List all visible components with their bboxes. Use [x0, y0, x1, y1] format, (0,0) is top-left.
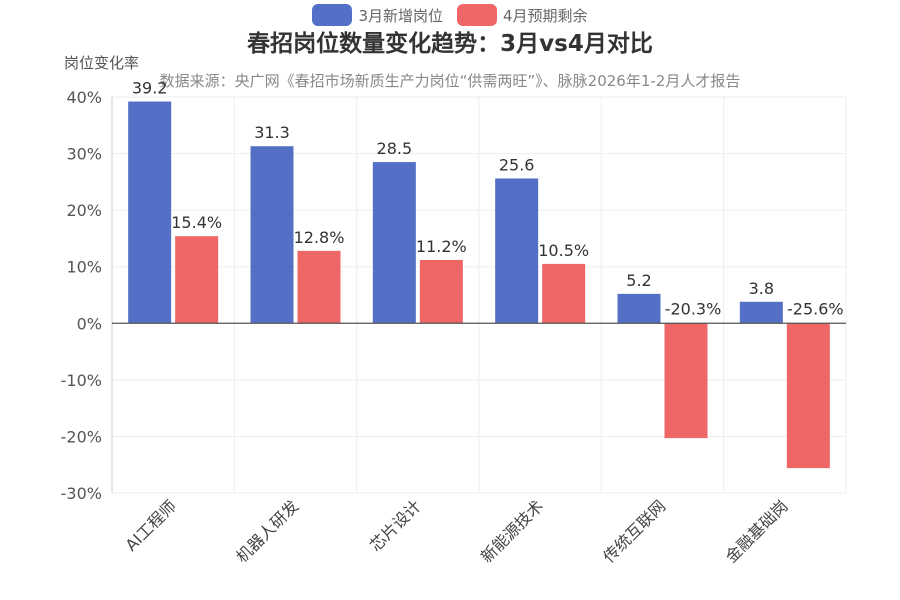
y-axis-label: 岗位变化率 [64, 54, 140, 72]
data-label: -20.3% [665, 299, 722, 318]
y-tick-label: 40% [66, 88, 102, 107]
chart-title: 春招岗位数量变化趋势：3月vs4月对比 [247, 31, 653, 57]
data-label: 3.8 [749, 279, 774, 298]
bar-march[interactable] [495, 178, 539, 324]
bar-march[interactable] [739, 301, 783, 324]
legend-label-march: 3月新增岗位 [358, 6, 443, 25]
y-tick-label: 30% [66, 145, 102, 164]
legend-item-march[interactable]: 3月新增岗位 [312, 4, 443, 26]
bar-april[interactable] [786, 323, 830, 469]
y-tick-label: -30% [61, 484, 102, 503]
x-tick-label: 传统互联网 [599, 496, 669, 566]
bar-march[interactable] [250, 146, 294, 324]
data-label: -25.6% [787, 299, 844, 318]
bar-april[interactable] [297, 250, 341, 324]
bar-april[interactable] [542, 263, 586, 324]
bar-april[interactable] [664, 323, 708, 439]
chart-legend: 3月新增岗位 4月预期剩余 [0, 4, 900, 26]
data-label: 31.3 [254, 123, 290, 142]
y-tick-label: -20% [61, 427, 102, 446]
x-tick-label: 芯片设计 [366, 496, 425, 555]
x-tick-label: 机器人研发 [232, 496, 302, 566]
legend-swatch-april [457, 4, 497, 26]
data-label: 25.6 [499, 155, 535, 174]
data-label: 10.5% [538, 241, 589, 260]
data-label: 12.8% [294, 228, 345, 247]
data-label: 28.5 [377, 139, 413, 158]
y-tick-label: 10% [66, 258, 102, 277]
bar-march[interactable] [617, 293, 661, 324]
x-tick-label: 金融基础岗 [722, 496, 792, 566]
bar-april[interactable] [419, 259, 463, 324]
legend-item-april[interactable]: 4月预期剩余 [457, 4, 588, 26]
legend-swatch-march [312, 4, 353, 26]
y-tick-label: 0% [77, 314, 102, 333]
bar-april[interactable] [175, 236, 219, 324]
y-tick-label: -10% [61, 371, 102, 390]
x-tick-label: 新能源技术 [477, 496, 547, 566]
legend-label-april: 4月预期剩余 [503, 6, 588, 25]
x-tick-label: AI工程师 [122, 496, 180, 554]
y-tick-label: 20% [66, 201, 102, 220]
bar-march[interactable] [372, 162, 416, 324]
data-label: 39.2 [132, 79, 168, 98]
data-label: 5.2 [626, 271, 651, 290]
data-label: 15.4% [171, 213, 222, 232]
bar-march[interactable] [128, 101, 172, 324]
chart-subtitle: 数据来源：央广网《春招市场新质生产力岗位“供需两旺”》、脉脉2026年1-2月人… [159, 72, 741, 90]
data-label: 11.2% [416, 237, 467, 256]
